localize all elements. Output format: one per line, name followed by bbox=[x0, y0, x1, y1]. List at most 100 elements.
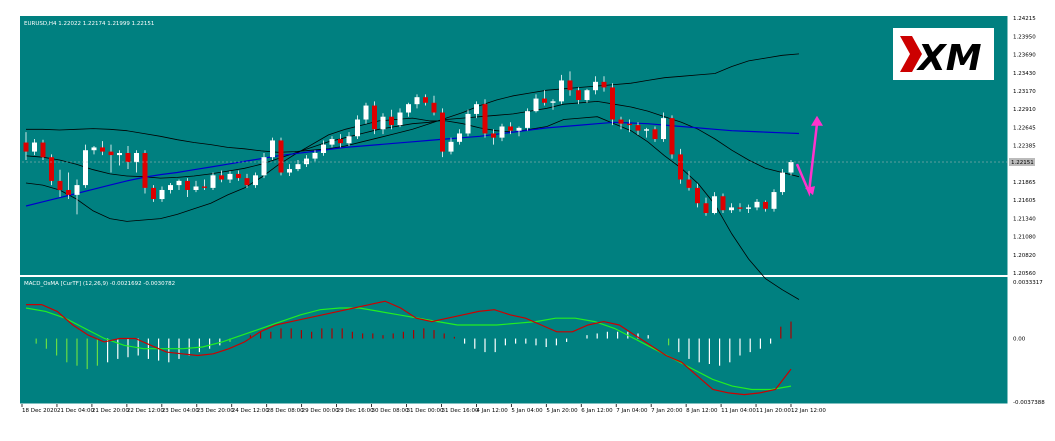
price-tick-label: 1.22645 bbox=[1013, 126, 1036, 132]
candle-bullish bbox=[32, 142, 37, 152]
candle-bullish bbox=[644, 129, 649, 131]
time-tick-label: 22 Dec 12:00 bbox=[127, 408, 164, 414]
xm-logo: XM bbox=[893, 28, 994, 80]
candle-bullish bbox=[414, 97, 420, 105]
candle-bullish bbox=[397, 112, 403, 126]
candle-bearish bbox=[423, 97, 428, 103]
time-tick-label: 8 Jan 12:00 bbox=[686, 408, 718, 414]
macd-tick-label: -0.0037388 bbox=[1013, 400, 1045, 406]
candle-bearish bbox=[763, 201, 768, 209]
candle-bearish bbox=[66, 189, 71, 195]
time-tick-label: 29 Dec 00:00 bbox=[302, 408, 339, 414]
candle-bearish bbox=[686, 179, 692, 188]
candle-bullish bbox=[474, 104, 479, 114]
candle-bullish bbox=[457, 133, 462, 142]
macd-tick-label: 0.00 bbox=[1013, 337, 1026, 343]
time-tick-label: 23 Dec 04:00 bbox=[162, 408, 199, 414]
candle-bearish bbox=[542, 98, 547, 103]
candle-bearish bbox=[23, 142, 29, 152]
time-tick-label: 29 Dec 16:00 bbox=[337, 408, 374, 414]
candles bbox=[23, 71, 794, 216]
time-tick-label: 23 Dec 20:00 bbox=[197, 408, 234, 414]
price-tick-label: 1.23430 bbox=[1013, 71, 1036, 77]
forecast-arrow-line bbox=[795, 123, 819, 197]
price-tick-label: 1.22910 bbox=[1013, 107, 1036, 113]
candle-bullish bbox=[746, 207, 751, 209]
candle-bullish bbox=[380, 116, 386, 130]
candle-bullish bbox=[559, 80, 564, 102]
time-tick-label: 11 Jan 20:00 bbox=[756, 408, 791, 414]
macd-tick-label: 0.0033317 bbox=[1013, 280, 1043, 286]
candle-bullish bbox=[516, 127, 522, 131]
time-tick-label: 5 Jan 04:00 bbox=[511, 408, 543, 414]
candle-bearish bbox=[482, 104, 488, 134]
candle-bearish bbox=[576, 90, 581, 100]
candle-bullish bbox=[355, 119, 360, 137]
time-tick-label: 6 Jan 12:00 bbox=[581, 408, 613, 414]
candle-bullish bbox=[771, 192, 777, 209]
candle-bullish bbox=[210, 175, 216, 188]
candle-bullish bbox=[448, 141, 454, 152]
price-tick-label: 1.23950 bbox=[1013, 34, 1036, 40]
forecast-arrow bbox=[795, 115, 823, 197]
candle-bearish bbox=[244, 178, 250, 186]
candle-bullish bbox=[729, 207, 734, 211]
candle-bullish bbox=[91, 147, 97, 151]
bollinger-upper-line bbox=[26, 53, 800, 153]
candle-bearish bbox=[618, 119, 624, 124]
time-tick-label: 11 Jan 04:00 bbox=[721, 408, 756, 414]
time-tick-label: 30 Dec 08:00 bbox=[372, 408, 409, 414]
candle-bullish bbox=[406, 104, 411, 113]
price-tick-label: 1.21340 bbox=[1013, 217, 1036, 223]
time-tick-label: 24 Dec 12:00 bbox=[232, 408, 269, 414]
candle-bearish bbox=[108, 151, 114, 156]
time-tick-label: 18 Dec 2020 bbox=[22, 408, 58, 414]
price-tick-label: 1.21605 bbox=[1013, 198, 1036, 204]
candle-bullish bbox=[346, 136, 352, 144]
bollinger-lower-line bbox=[25, 116, 800, 300]
candle-bearish bbox=[610, 87, 615, 120]
macd-title: MACD_OsMA [CurTF] (12,26,9) -0.0021692 -… bbox=[24, 281, 175, 287]
candle-bullish bbox=[321, 144, 326, 153]
candle-bullish bbox=[593, 81, 598, 91]
candle-bearish bbox=[737, 207, 743, 209]
candle-bearish bbox=[431, 102, 437, 113]
candle-bullish bbox=[312, 153, 318, 159]
candle-bullish bbox=[134, 153, 139, 163]
macd-axis: 0.0033317 0.00 -0.0037388 bbox=[1008, 280, 1045, 406]
candle-bullish bbox=[584, 90, 590, 100]
candle-bullish bbox=[117, 153, 122, 156]
time-tick-label: 5 Jan 20:00 bbox=[546, 408, 578, 414]
macd-main-line bbox=[26, 300, 792, 396]
candle-bearish bbox=[567, 80, 573, 91]
price-tick-label: 1.20820 bbox=[1013, 253, 1036, 259]
candle-bullish bbox=[253, 175, 258, 186]
price-axis: 1.24215 1.23950 1.23690 1.23430 1.23170 1.229… bbox=[22, 16, 1036, 277]
price-tick-label: 1.21865 bbox=[1013, 180, 1036, 186]
price-tick-label: 1.23170 bbox=[1013, 89, 1036, 95]
candle-bearish bbox=[219, 175, 224, 180]
price-tick-label: 1.24215 bbox=[1013, 16, 1036, 22]
candle-bearish bbox=[635, 125, 641, 131]
candle-bullish bbox=[754, 201, 760, 208]
candle-bearish bbox=[440, 112, 445, 152]
candle-bearish bbox=[278, 140, 284, 173]
time-tick-label: 7 Jan 04:00 bbox=[616, 408, 648, 414]
candle-bearish bbox=[703, 203, 709, 213]
current-price-label: 1.22151 bbox=[1011, 160, 1034, 166]
candle-bearish bbox=[40, 142, 46, 158]
macd-indicator bbox=[25, 300, 792, 396]
candle-bearish bbox=[142, 153, 148, 188]
candle-bullish bbox=[661, 118, 666, 140]
price-tick-label: 1.20560 bbox=[1013, 271, 1036, 277]
candle-bearish bbox=[652, 129, 658, 140]
current-price-label-background bbox=[1009, 158, 1035, 166]
candle-bearish bbox=[601, 81, 607, 88]
candle-bearish bbox=[49, 157, 54, 181]
candle-bullish bbox=[168, 185, 173, 190]
candle-bearish bbox=[100, 147, 105, 152]
xm-logo-text: XM bbox=[916, 38, 982, 79]
